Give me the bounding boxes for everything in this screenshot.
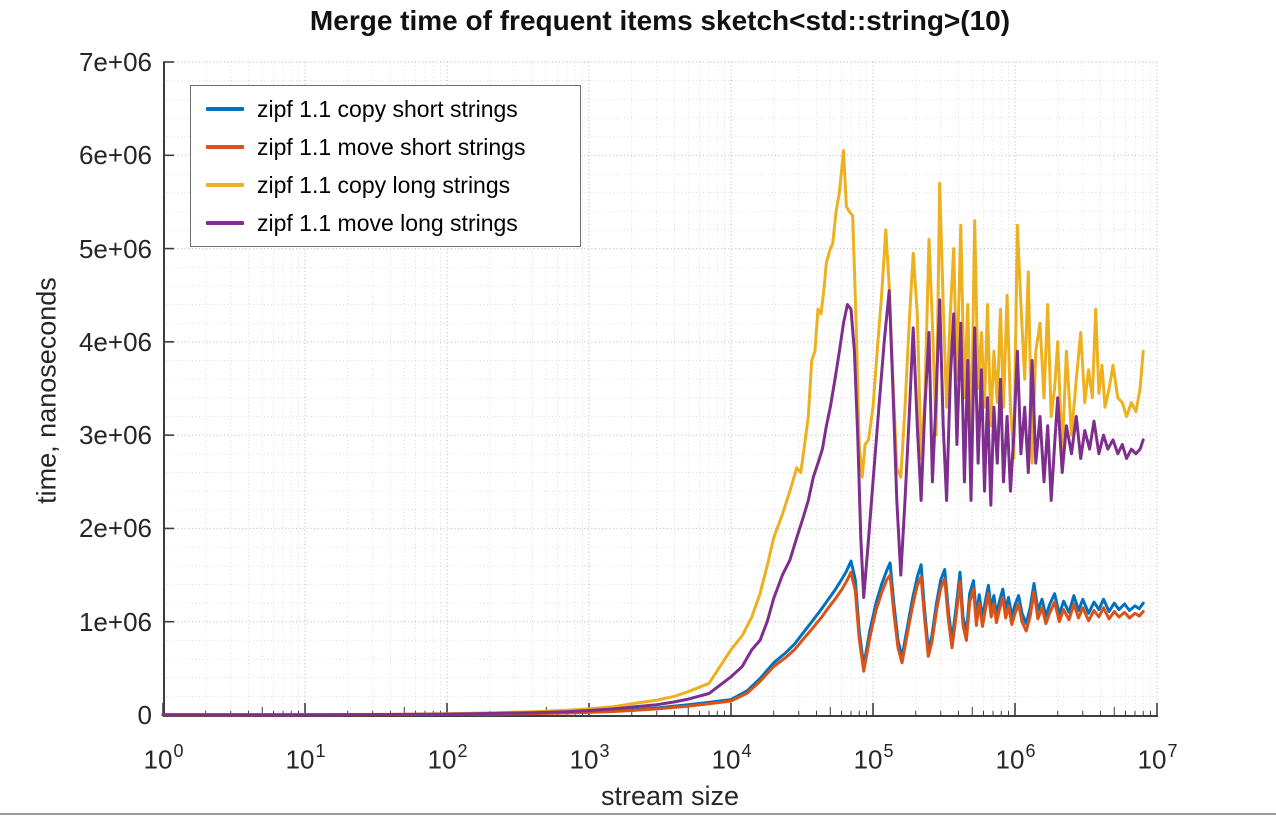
x-tick-label: 102: [427, 741, 468, 775]
x-axis-label: stream size: [600, 781, 740, 811]
legend-label: zipf 1.1 copy long strings: [257, 171, 511, 198]
x-tick-label: 106: [995, 741, 1036, 775]
legend-label: zipf 1.1 move long strings: [257, 209, 518, 236]
x-tick-label: 105: [853, 741, 894, 775]
legend-item: zipf 1.1 move short strings: [191, 134, 580, 161]
x-tick-label: 104: [711, 741, 752, 775]
y-tick-label: 7e+06: [78, 47, 152, 77]
y-tick-label: 4e+06: [78, 326, 152, 357]
legend-line-swatch-orange: [206, 145, 244, 149]
legend-item: zipf 1.1 copy short strings: [191, 96, 580, 123]
x-tick-label: 101: [285, 741, 326, 775]
legend-label: zipf 1.1 move short strings: [257, 133, 526, 160]
legend-line-swatch-yellow: [206, 183, 244, 187]
x-tick-label: 103: [569, 741, 610, 775]
legend-item: zipf 1.1 move long strings: [191, 210, 580, 237]
legend-line-swatch-blue: [206, 107, 244, 111]
series-line-1: [161, 570, 1145, 717]
y-tick-label: 1e+06: [78, 606, 152, 637]
legend-label: zipf 1.1 copy short strings: [257, 95, 518, 122]
legend-item: zipf 1.1 copy long strings: [191, 172, 580, 199]
legend-line-swatch-purple: [206, 221, 244, 225]
legend-box: zipf 1.1 copy short strings zipf 1.1 mov…: [190, 85, 581, 247]
x-tick-label: 107: [1137, 741, 1178, 775]
y-tick-label: 2e+06: [78, 513, 152, 544]
x-tick-label: 100: [143, 741, 184, 775]
y-tick-label: 5e+06: [78, 233, 152, 264]
series-line-2: [161, 149, 1145, 717]
window-bottom-border: [0, 813, 1276, 815]
y-tick-label: 6e+06: [78, 140, 152, 171]
chart-title: Merge time of frequent items sketch<std:…: [309, 5, 1011, 36]
y-tick-label: 0: [137, 700, 152, 730]
series-line-3: [161, 289, 1145, 717]
y-tick-label: 3e+06: [78, 420, 152, 451]
